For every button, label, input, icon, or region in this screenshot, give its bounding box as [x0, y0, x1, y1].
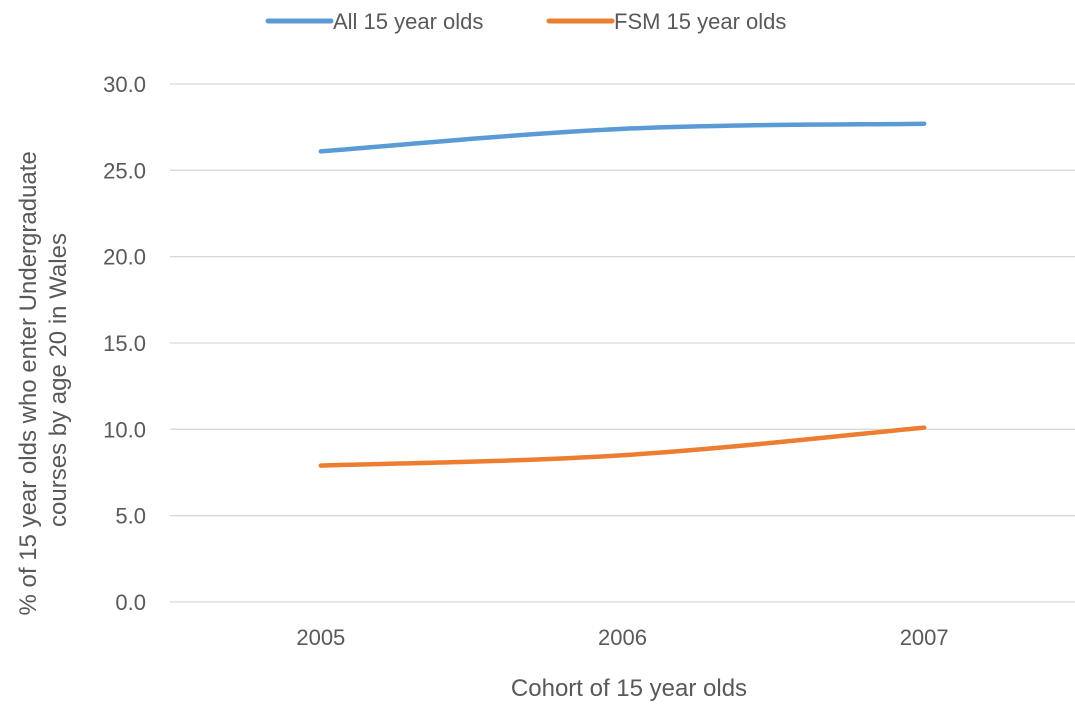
legend-label: FSM 15 year olds	[614, 9, 786, 34]
x-axis-label: Cohort of 15 year olds	[511, 675, 747, 702]
y-tick-label: 20.0	[103, 245, 146, 270]
series-line	[318, 425, 927, 468]
y-axis-label-line-1: % of 15 year olds who enter Undergraduat…	[15, 151, 42, 615]
series-lines	[318, 121, 927, 468]
y-tick-label: 15.0	[103, 331, 146, 356]
legend-label: All 15 year olds	[333, 9, 483, 34]
x-tick-label: 2006	[598, 625, 647, 650]
legend: All 15 year olds FSM 15 year olds	[265, 9, 786, 34]
gridlines	[170, 83, 1075, 603]
y-tick-label: 5.0	[115, 504, 146, 529]
y-axis-label: % of 15 year olds who enter Undergraduat…	[15, 145, 72, 616]
series-line	[318, 121, 927, 154]
x-tick-label: 2007	[900, 625, 949, 650]
y-tick-label: 30.0	[103, 72, 146, 97]
x-tick-label: 2005	[296, 625, 345, 650]
x-axis-ticks: 2005 2006 2007	[296, 625, 948, 650]
y-tick-label: 10.0	[103, 417, 146, 442]
y-axis-label-line-2: courses by age 20 in Wales	[45, 233, 72, 527]
y-tick-label: 25.0	[103, 158, 146, 183]
y-axis-ticks: 0.0 5.0 10.0 15.0 20.0 25.0 30.0	[103, 72, 146, 615]
y-tick-label: 0.0	[115, 590, 146, 615]
